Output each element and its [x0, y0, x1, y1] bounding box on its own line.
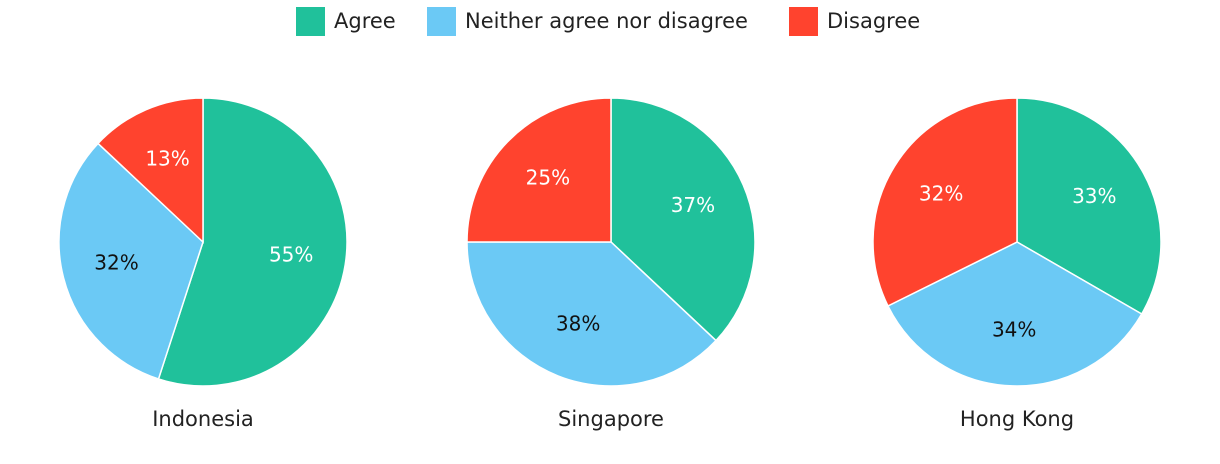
legend-label: Neither agree nor disagree: [465, 9, 748, 33]
pie-slice: [96, 97, 204, 244]
legend-swatch: [427, 7, 456, 36]
pie-slice: [466, 241, 718, 387]
data-label: 38%: [556, 312, 600, 336]
pie-slice: [157, 97, 348, 387]
legend-label: Disagree: [827, 9, 920, 33]
data-label: 55%: [269, 242, 313, 266]
data-label: 32%: [94, 251, 138, 275]
data-label: 25%: [526, 165, 570, 189]
pie-slice: [466, 97, 612, 243]
pie-title: Hong Kong: [960, 407, 1074, 431]
pie-slice: [872, 97, 1018, 307]
data-label: 37%: [671, 193, 715, 217]
pie-slice: [58, 142, 204, 380]
pie-title: Singapore: [558, 407, 664, 431]
data-label: 34%: [992, 318, 1036, 342]
legend-label: Agree: [334, 9, 396, 33]
pie-title: Indonesia: [152, 407, 254, 431]
legend-swatch: [789, 7, 818, 36]
data-label: 13%: [145, 147, 189, 171]
data-label: 33%: [1072, 184, 1116, 208]
pie-slice: [610, 97, 756, 342]
pie-slice: [886, 241, 1143, 387]
pie-slice: [1016, 97, 1162, 316]
data-label: 32%: [919, 181, 963, 205]
legend-swatch: [296, 7, 325, 36]
